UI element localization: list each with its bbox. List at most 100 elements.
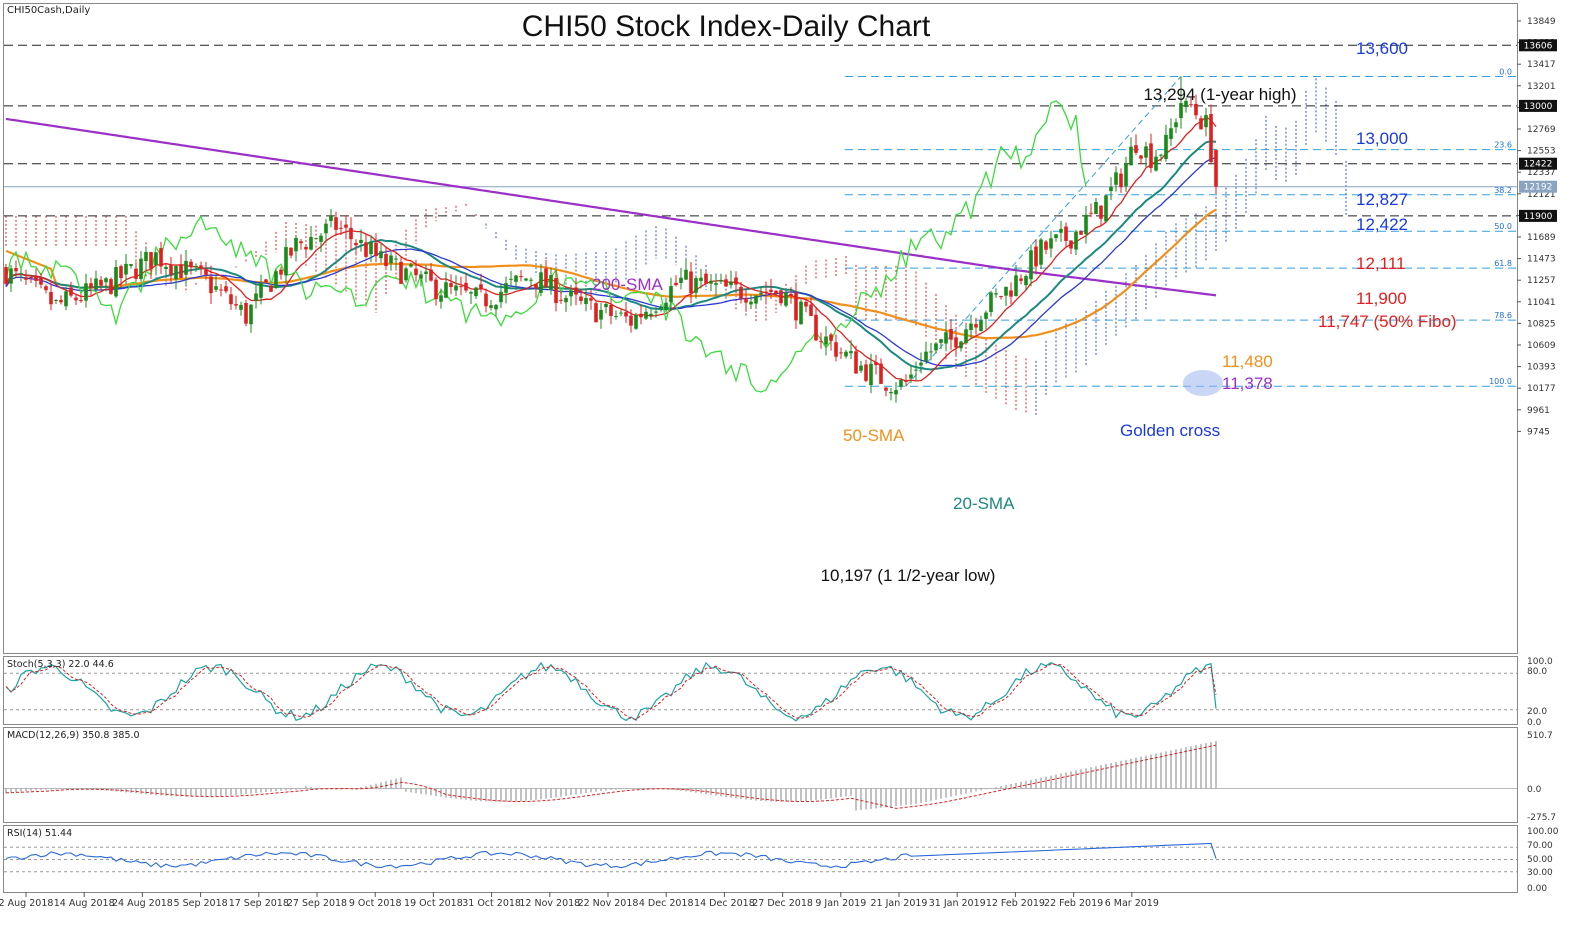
x-tick-label: 12 Nov 2018 (519, 898, 580, 909)
candle-body (414, 268, 418, 276)
candle-body (484, 293, 488, 307)
candle-body (4, 267, 8, 284)
candle-body (909, 374, 913, 379)
candle-body (744, 298, 748, 303)
candle-body (589, 298, 593, 301)
price-box (1519, 39, 1557, 52)
candle-body (59, 299, 63, 303)
candle-body (24, 277, 28, 280)
candle-body (709, 280, 713, 284)
indicator-tick-label: 80.0 (1527, 667, 1547, 677)
candle-body (869, 363, 873, 386)
candle-body (654, 311, 658, 313)
y-tick-label: 12769 (1527, 125, 1556, 135)
candle-body (889, 392, 893, 394)
candle-body (1174, 122, 1178, 128)
y-tick-label: 11041 (1527, 298, 1556, 308)
annotation-sma20: 20-SMA (953, 494, 1015, 513)
candle-body (1084, 214, 1088, 235)
candle-body (74, 297, 78, 301)
candle-body (364, 242, 368, 257)
candle-body (459, 286, 463, 288)
candle-body (1179, 103, 1183, 119)
candle-body (179, 264, 183, 279)
candle-body (169, 264, 173, 276)
candle-body (104, 278, 108, 283)
candle-body (829, 334, 833, 341)
candle-body (214, 286, 218, 290)
candle-body (884, 387, 888, 391)
candle-body (1194, 103, 1198, 116)
candle-body (129, 264, 133, 266)
candle-body (629, 315, 633, 326)
candle-body (114, 266, 118, 297)
candle-body (699, 277, 703, 281)
candle-body (984, 312, 988, 319)
candle-body (524, 278, 528, 281)
symbol-label: CHI50Cash,Daily (7, 5, 90, 16)
price-box-label: 13000 (1524, 102, 1553, 112)
candle-body (209, 276, 213, 294)
candle-body (924, 351, 928, 362)
candle-body (1124, 163, 1128, 187)
candle-body (1214, 149, 1218, 187)
fib-level-label: 0.0 (1499, 68, 1512, 77)
candle-body (324, 223, 328, 234)
candle-body (1069, 240, 1073, 249)
candle-body (1199, 118, 1203, 130)
annotation-12111: 12,111 (1356, 254, 1405, 273)
candle-body (184, 260, 188, 275)
rsi-line (5, 842, 1217, 869)
y-tick-label: 9961 (1527, 406, 1550, 416)
candle-body (64, 291, 68, 307)
candle-body (144, 251, 148, 262)
candle-body (534, 283, 538, 289)
candle-body (304, 246, 308, 250)
candle-body (569, 290, 573, 297)
price-box (1519, 180, 1557, 193)
annotation-sma200: 200-SMA (592, 275, 664, 294)
price-box-label: 11900 (1524, 212, 1553, 222)
fibonacci-layer: 0.0 23.6 38.2 50.0 61.8 78.6 100.0 (845, 68, 1517, 387)
indicator-tick-label: 0.00 (1527, 884, 1547, 894)
candle-body (1209, 114, 1213, 163)
candle-body (609, 304, 613, 316)
annotation-11747: 11,747 (50% Fibo) (1318, 312, 1457, 331)
x-tick-label: 9 Jan 2019 (815, 898, 866, 909)
fib-level-label: 23.6 (1494, 141, 1512, 150)
y-tick-label: 10609 (1527, 341, 1556, 351)
candle-body (964, 329, 968, 344)
candle-body (1004, 286, 1008, 296)
candle-body (464, 282, 468, 291)
candle-body (504, 283, 508, 293)
candle-body (509, 278, 513, 280)
candle-body (264, 279, 268, 283)
candle-body (839, 352, 843, 354)
candle-body (734, 277, 738, 285)
y-tick-label: 13417 (1527, 60, 1556, 70)
candle-body (1164, 134, 1168, 159)
candle-body (649, 313, 653, 316)
candle-body (404, 268, 408, 281)
candle-body (379, 251, 383, 259)
stoch-label: Stoch(5,3,3) 22.0 44.6 (7, 659, 114, 670)
candle-body (1019, 278, 1023, 281)
candle-body (859, 365, 863, 371)
candle-body (419, 274, 423, 279)
candle-body (1099, 205, 1103, 219)
candle-body (444, 282, 448, 298)
candle-body (99, 279, 103, 286)
candle-body (1114, 172, 1118, 185)
candle-body (389, 255, 393, 264)
fib-level-label: 100.0 (1489, 377, 1512, 386)
candle-body (854, 351, 858, 374)
x-tick-label: 4 Dec 2018 (639, 898, 694, 909)
candle-body (39, 277, 43, 285)
candle-body (764, 291, 768, 293)
fib-level-label: 78.6 (1494, 311, 1512, 320)
candle-body (809, 304, 813, 316)
candle-body (339, 227, 343, 229)
candle-body (614, 315, 618, 317)
candle-body (234, 304, 238, 306)
candle-body (704, 273, 708, 284)
